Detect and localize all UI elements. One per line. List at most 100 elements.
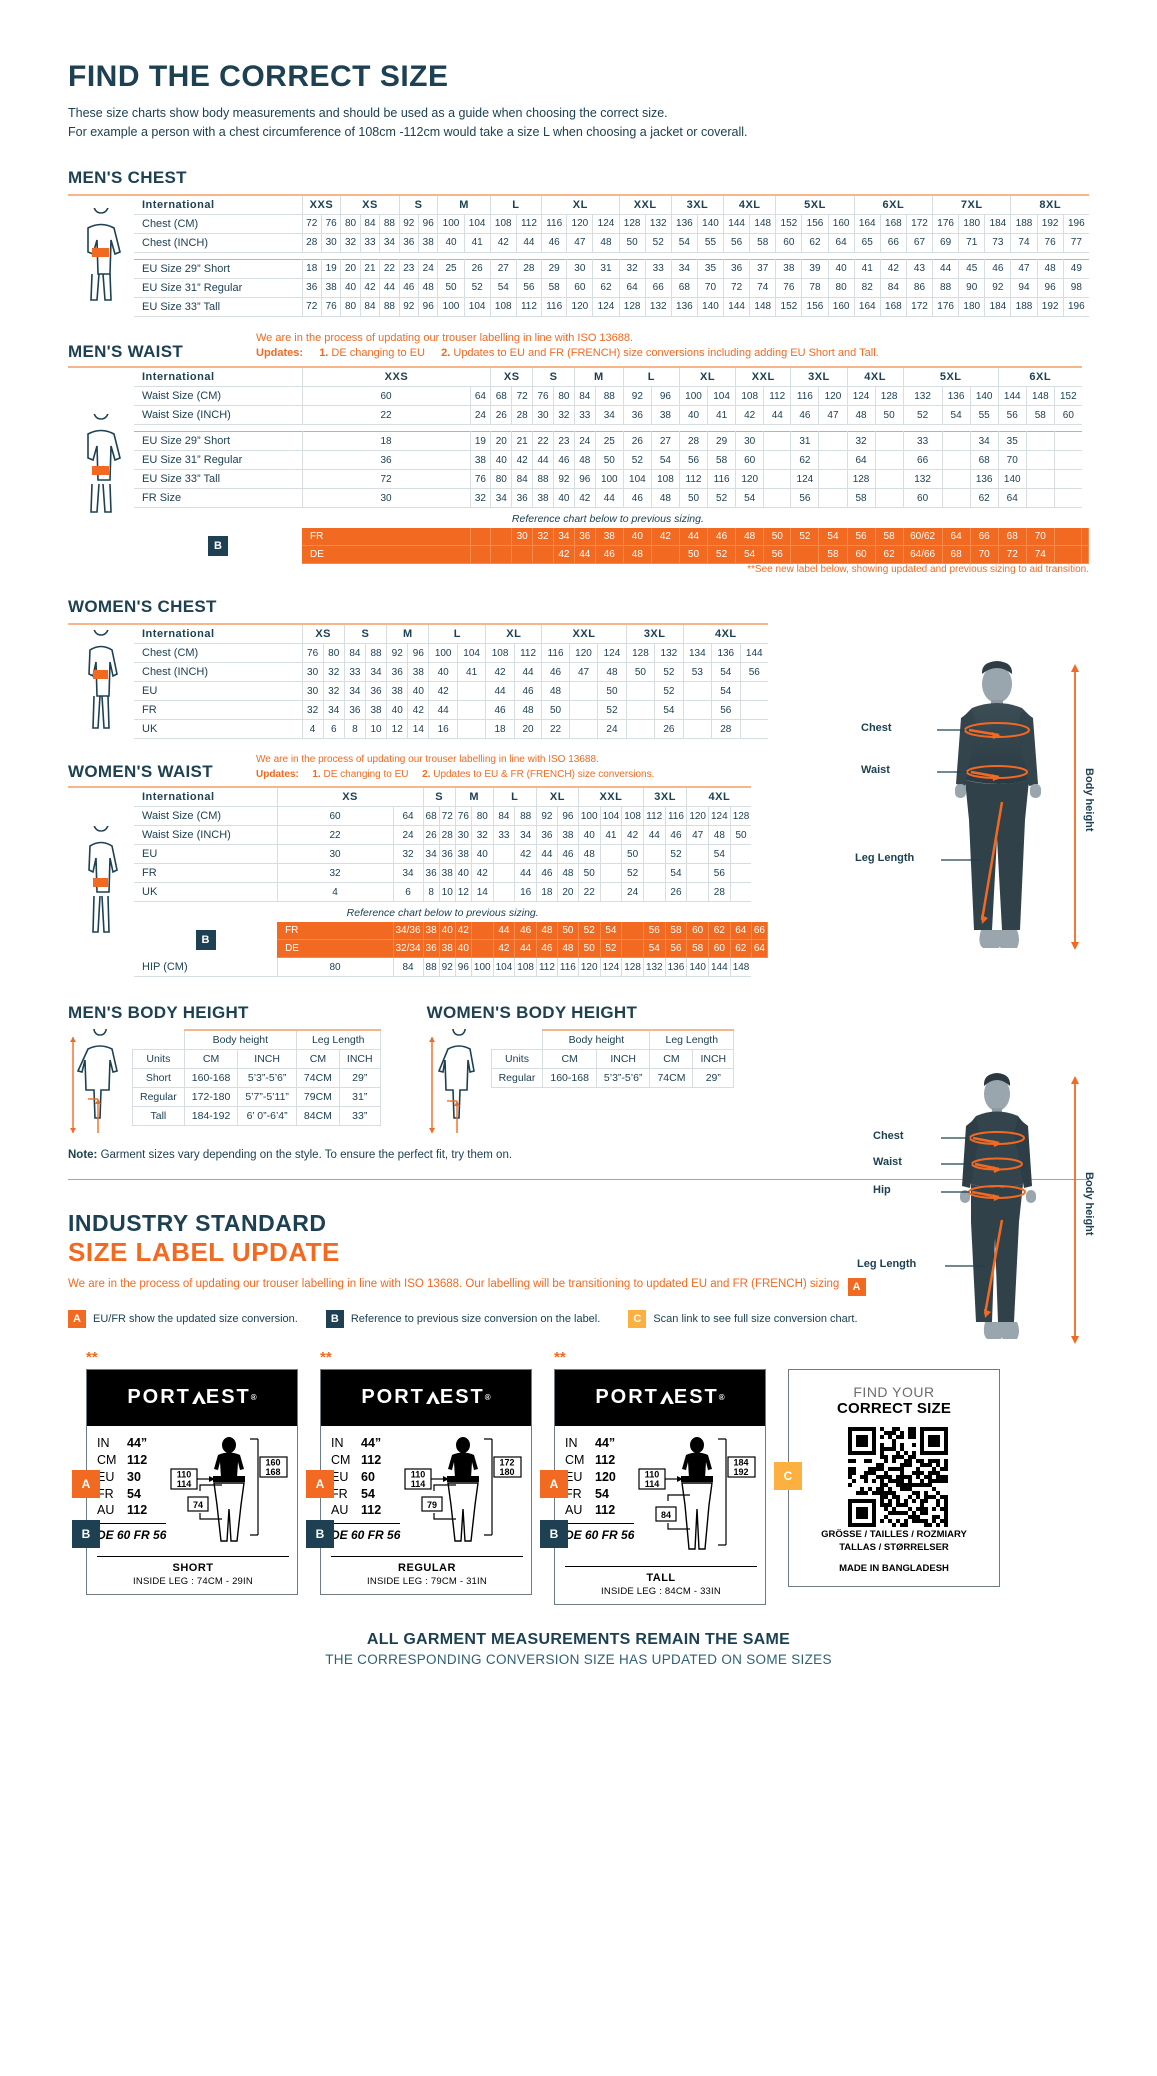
table-cell: 104 bbox=[493, 957, 516, 977]
table-cell: 128 bbox=[847, 469, 876, 490]
table-cell: 58 bbox=[847, 488, 876, 509]
section-title-mens-body-height: MEN'S BODY HEIGHT bbox=[68, 1002, 249, 1022]
qr-title-line2: CORRECT SIZE bbox=[836, 1399, 952, 1417]
row-label: EU bbox=[134, 844, 278, 865]
table-cell: 69 bbox=[932, 233, 960, 253]
table-cell bbox=[569, 681, 599, 702]
footer-block: ALL GARMENT MEASUREMENTS REMAIN THE SAME… bbox=[68, 1631, 1089, 1667]
table-cell: 64 bbox=[942, 528, 971, 547]
female-chest-label: Chest bbox=[873, 1130, 904, 1142]
table-cell: 96 bbox=[418, 297, 439, 317]
table-cell: 148 bbox=[749, 214, 777, 234]
table-cell: 62 bbox=[970, 488, 999, 509]
table-cell: 60 bbox=[775, 233, 803, 253]
bh-row: Short 160-168 5’3”-5’6” 74CM 29” bbox=[132, 1067, 381, 1088]
table-cell: 34 bbox=[423, 844, 440, 865]
table-cell: 42 bbox=[511, 450, 534, 471]
qr-code-box[interactable] bbox=[848, 1426, 948, 1527]
table-cell: 140 bbox=[686, 957, 709, 977]
table-cell: 46 bbox=[485, 700, 515, 721]
page-title: FIND THE CORRECT SIZE bbox=[68, 60, 449, 93]
table-cell: 32 bbox=[393, 844, 424, 865]
trouser-measure-diagram: 110 114 172 180 79 bbox=[404, 1436, 522, 1542]
table-cell: 88 bbox=[379, 214, 400, 234]
table-cell: 152 bbox=[775, 214, 803, 234]
table-cell: 68 bbox=[490, 386, 513, 407]
table-cell: 136 bbox=[711, 643, 741, 664]
table-cell: 92 bbox=[536, 806, 558, 827]
table-cell: 64 bbox=[730, 922, 752, 941]
table-cell: 32/34 bbox=[393, 939, 424, 959]
table-cell bbox=[1026, 450, 1055, 471]
table-cell: 84 bbox=[511, 469, 534, 490]
table-cell: 36 bbox=[439, 844, 456, 865]
mens-waist-note-item1-num: 1. bbox=[319, 347, 329, 360]
trouser-measure-diagram: 110 114 184 192 84 bbox=[638, 1436, 756, 1550]
table-cell: 112 bbox=[516, 214, 543, 234]
table-cell: 64 bbox=[393, 806, 424, 827]
table-cell: 60 bbox=[566, 278, 594, 298]
table-cell: 28 bbox=[511, 405, 534, 426]
table-cell: 32 bbox=[340, 233, 361, 253]
table-cell: 196 bbox=[1063, 214, 1089, 234]
table-cell: 28 bbox=[302, 233, 322, 253]
table-cell: 50 bbox=[437, 278, 465, 298]
bh-cell: 184-192 bbox=[183, 1105, 239, 1126]
table-cell: 116 bbox=[665, 806, 688, 827]
table-cell: 28 bbox=[708, 882, 731, 903]
label-card-tall: ** A B PORT EST ® IN 44” CM 112 EU 120 FR 54 AU 11… bbox=[540, 1350, 766, 1605]
table-cell: 20 bbox=[514, 719, 543, 740]
table-cell: 47 bbox=[686, 825, 709, 846]
male-leg-length-label: Leg Length bbox=[855, 852, 915, 864]
table-cell: 42 bbox=[553, 545, 575, 565]
size-column-header: 3XL bbox=[643, 786, 688, 808]
row-label: EU Size 31” Regular bbox=[134, 450, 303, 471]
table-cell: 50 bbox=[557, 922, 579, 941]
svg-text:114: 114 bbox=[645, 1479, 660, 1489]
table-cell: 44 bbox=[532, 450, 554, 471]
size-column-header: M bbox=[455, 786, 494, 808]
table-cell: 56 bbox=[763, 545, 792, 565]
table-cell: 34 bbox=[344, 681, 366, 702]
bh-group-header-row: Body height Leg Length bbox=[133, 1028, 381, 1050]
table-cell: 140 bbox=[998, 469, 1027, 490]
table-cell: 66 bbox=[880, 233, 907, 253]
svg-text:192: 192 bbox=[734, 1467, 749, 1477]
row-label: International bbox=[134, 623, 303, 645]
table-cell: 40 bbox=[455, 939, 472, 959]
female-body-height-label: Body height bbox=[1083, 1172, 1095, 1236]
table-cell bbox=[470, 528, 492, 547]
row-label: UK bbox=[134, 719, 303, 740]
table-cell: 68 bbox=[423, 806, 440, 827]
table-cell: 72 bbox=[302, 297, 322, 317]
table-cell bbox=[942, 469, 971, 490]
label-badge-b: B bbox=[540, 1519, 568, 1548]
table-cell: 66 bbox=[751, 922, 769, 941]
table-row: HIP (CM) 80 84 88 92 96 100 104 108 112 116 120 124 1… bbox=[68, 957, 768, 977]
bh-unit-header: CM bbox=[183, 1048, 239, 1069]
table-cell: 34 bbox=[323, 700, 345, 721]
label-size-key: IN bbox=[565, 1435, 578, 1450]
label-diagram: 110 114 172 180 79 bbox=[404, 1435, 522, 1548]
table-cell: 68 bbox=[671, 278, 698, 298]
garment-label: PORT EST ® IN 44” CM 112 EU 120 FR 54 AU 112 DE 60… bbox=[554, 1368, 766, 1605]
table-cell: 48 bbox=[557, 863, 579, 884]
table-cell: 60 bbox=[735, 450, 765, 471]
table-cell: 36 bbox=[302, 278, 322, 298]
female-leg-length-label: Leg Length bbox=[857, 1258, 917, 1270]
table-cell bbox=[875, 450, 904, 471]
mens-bh-figure bbox=[68, 1028, 132, 1139]
bh-unit-header: INCH bbox=[237, 1048, 297, 1069]
mens-waist-note-item1: DE changing to EU bbox=[328, 347, 425, 360]
table-cell: 68 bbox=[942, 545, 971, 565]
table-cell: 47 bbox=[566, 233, 594, 253]
table-cell bbox=[1054, 528, 1083, 547]
table-cell: 54 bbox=[654, 700, 684, 721]
label-size-value: 30 bbox=[127, 1469, 141, 1484]
size-column-header: XS bbox=[302, 623, 345, 645]
table-cell: 48 bbox=[557, 939, 579, 959]
row-label: FR bbox=[134, 863, 278, 884]
label-size-key: AU bbox=[565, 1503, 583, 1518]
table-cell: 34/36 bbox=[393, 922, 424, 941]
female-waist-label: Waist bbox=[873, 1156, 902, 1168]
